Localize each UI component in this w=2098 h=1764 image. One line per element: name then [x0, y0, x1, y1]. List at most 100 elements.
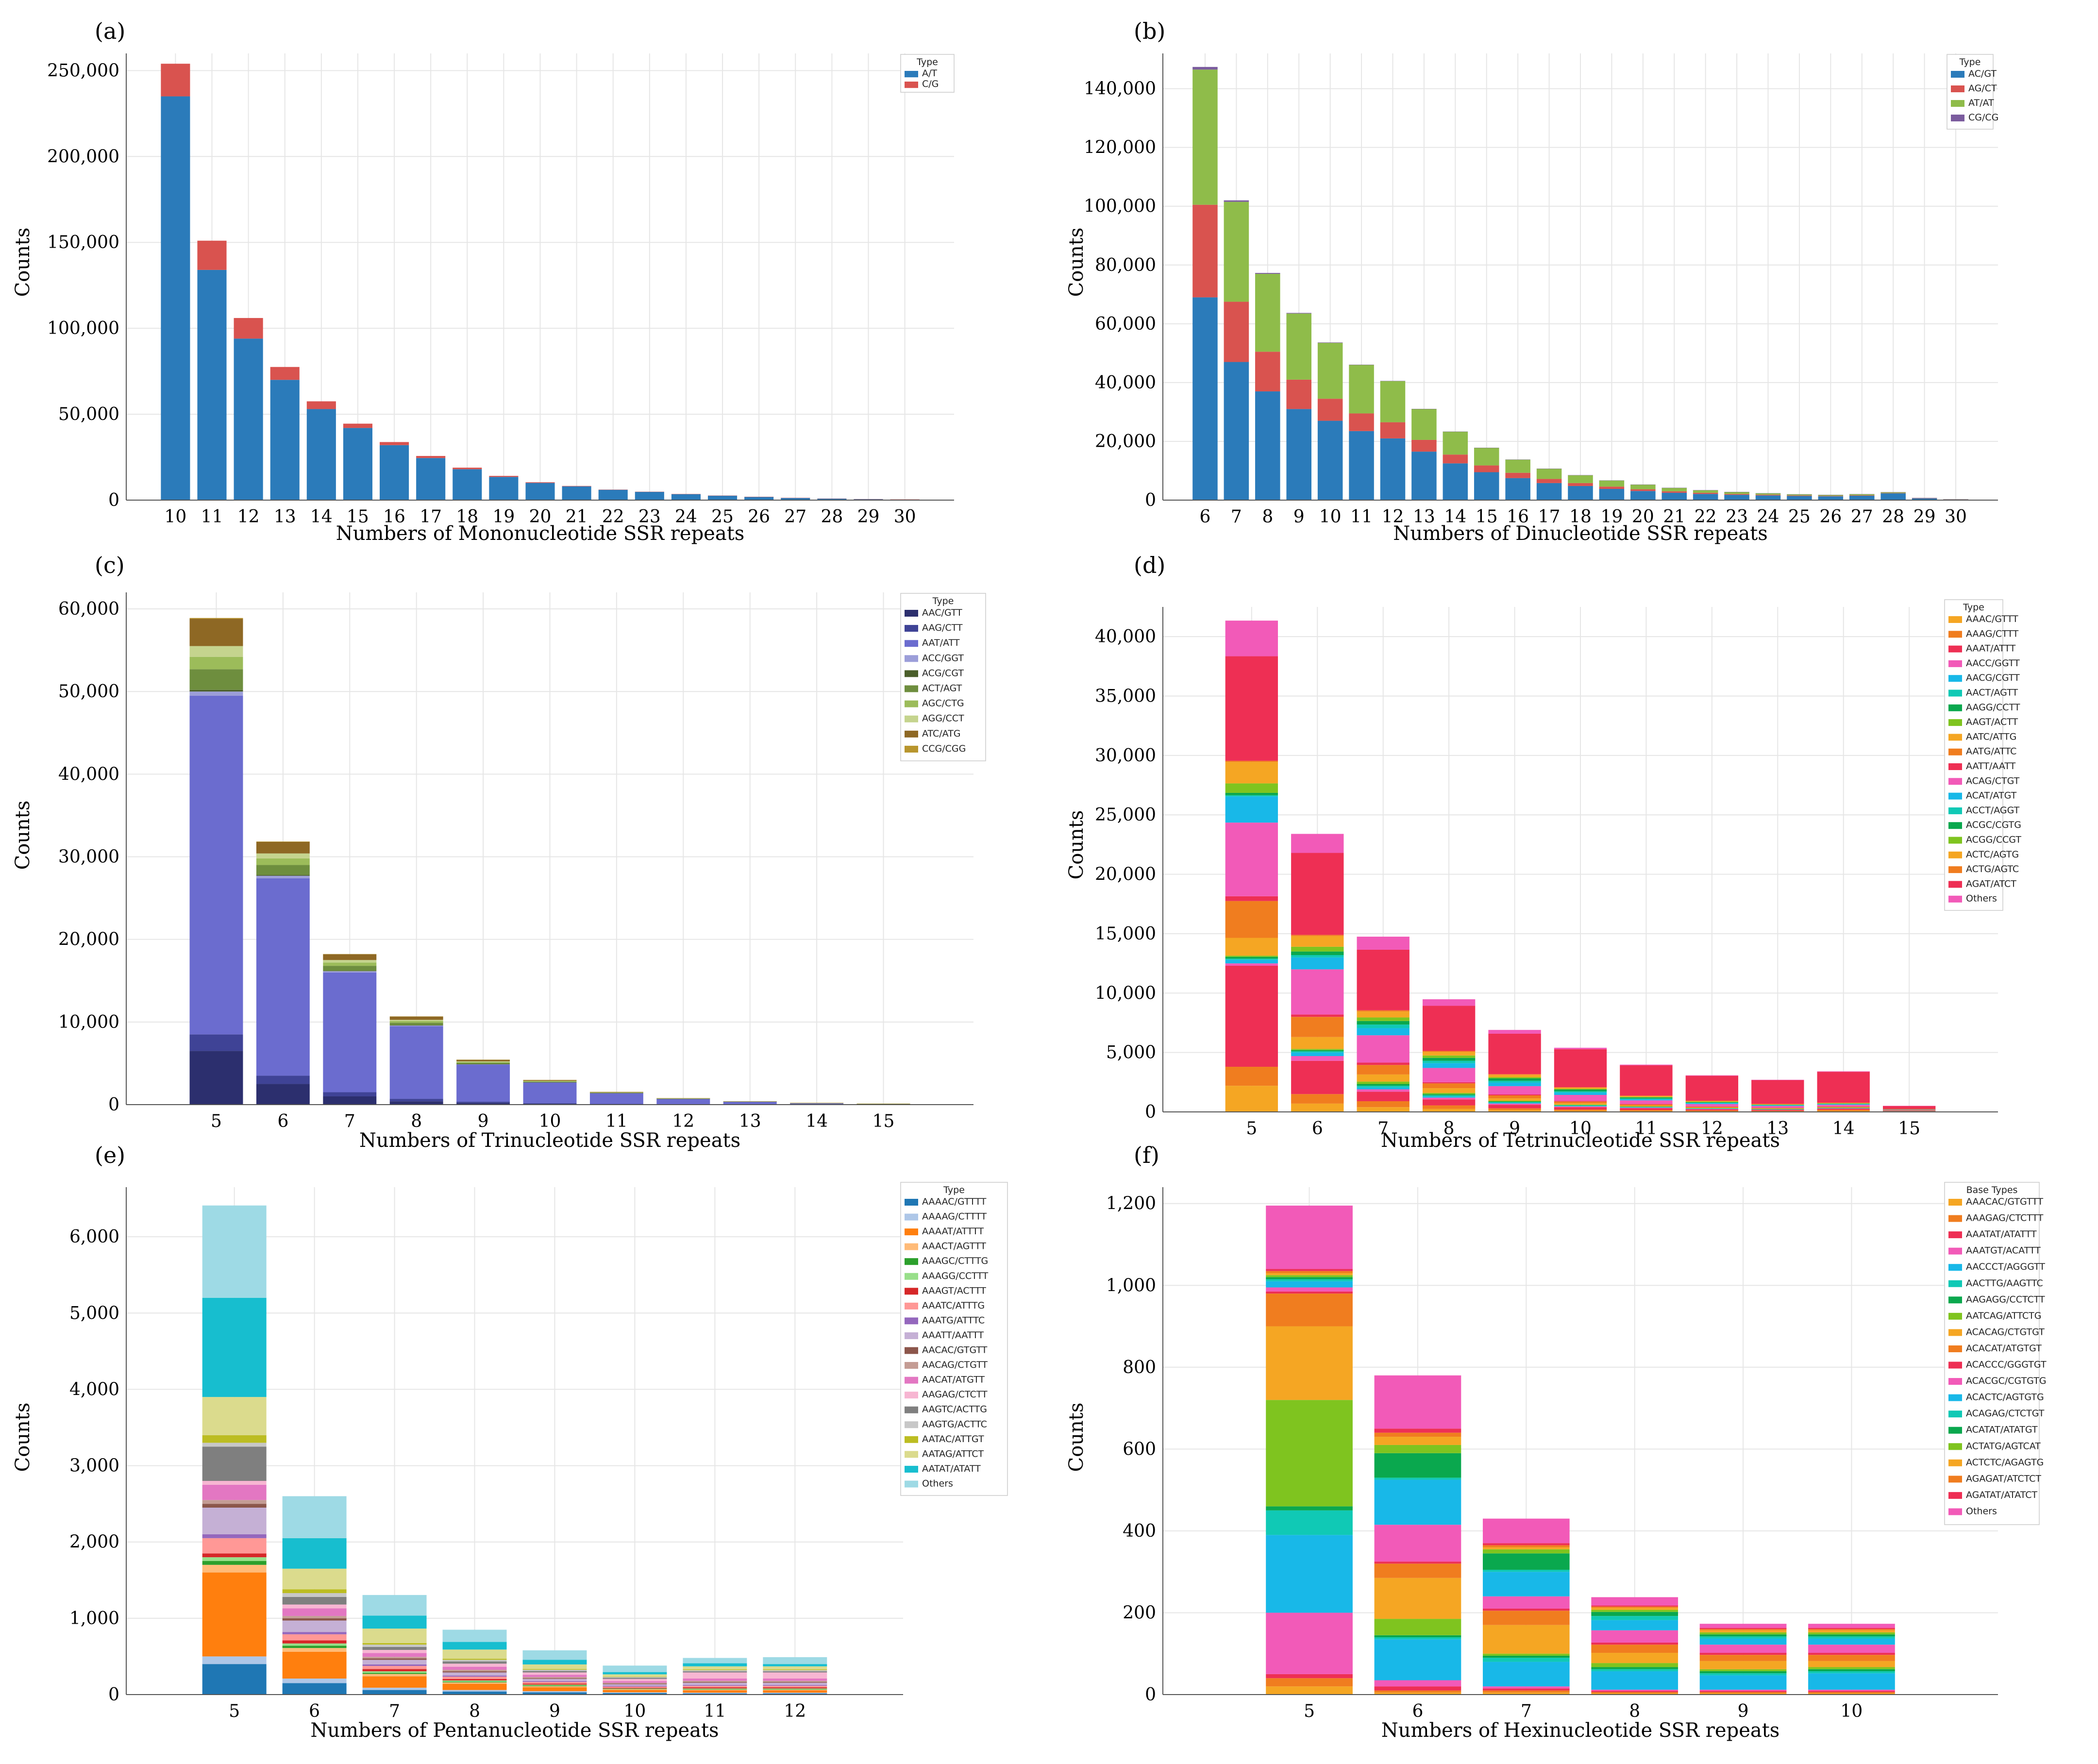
bar-segment [306, 401, 336, 409]
bar-segment [323, 954, 377, 955]
x-tick-label: 7 [389, 1701, 400, 1721]
bar-segment [282, 1618, 347, 1621]
bar-segment [1505, 459, 1530, 460]
bar-segment [1225, 956, 1278, 957]
bar-segment [1505, 472, 1530, 478]
bar-segment [1266, 1269, 1353, 1271]
legend-swatch [905, 745, 918, 753]
x-tick-label: 21 [1663, 507, 1685, 527]
x-tick-label: 15 [1898, 1119, 1920, 1139]
bar-segment [1357, 1062, 1410, 1065]
bar-segment [1225, 957, 1278, 959]
bar-segment [1817, 1108, 1870, 1109]
x-tick-label: 7 [1377, 1119, 1389, 1139]
legend-swatch [1948, 1296, 1962, 1304]
y-tick-label: 200,000 [47, 147, 119, 167]
bar-segment [1474, 472, 1499, 500]
bar-segment [1192, 204, 1218, 298]
bar-segment [1225, 621, 1278, 656]
bar-segment [456, 1062, 510, 1063]
bar-segment [1662, 491, 1687, 493]
bar-segment [598, 489, 628, 500]
bar-segment [708, 495, 738, 500]
legend-swatch [905, 685, 918, 692]
bar-segment [522, 1664, 587, 1669]
bar-segment [1488, 1078, 1541, 1081]
bar-segment [1422, 1055, 1476, 1058]
bar-segment [282, 1646, 347, 1648]
bar-segment [1699, 1630, 1787, 1632]
bar-segment [323, 972, 377, 1092]
bar-segment [1291, 1014, 1344, 1017]
bar-segment [1317, 420, 1343, 500]
bar-segment [1266, 1510, 1353, 1535]
legend-swatch [905, 1302, 918, 1310]
legend-swatch [1948, 1280, 1962, 1287]
bar-segment [683, 1663, 747, 1666]
y-tick-label: 1,000 [69, 1609, 119, 1629]
legend-swatch [1948, 1247, 1962, 1255]
bar-segment [1724, 494, 1749, 495]
bar-segment [1422, 1083, 1476, 1089]
bar-segment [1880, 492, 1906, 493]
bar-segment [1505, 459, 1530, 473]
x-tick-label: 8 [411, 1111, 422, 1131]
x-tick-label: 11 [1350, 507, 1373, 527]
bar-segment [1880, 493, 1906, 500]
bar-segment [1591, 1667, 1678, 1669]
y-axis-title: Counts [12, 1403, 34, 1472]
bar-segment [1882, 1109, 1936, 1110]
x-tick-label: 6 [277, 1111, 288, 1131]
x-tick-label: 10 [539, 1111, 561, 1131]
x-tick-label: 5 [1246, 1119, 1257, 1139]
bar-segment [603, 1665, 667, 1672]
bar-segment [197, 240, 227, 270]
bar-segment [1699, 1673, 1787, 1676]
bar-segment [1808, 1632, 1895, 1635]
x-tick-label: 29 [1913, 507, 1936, 527]
legend-swatch [1948, 866, 1962, 874]
bar-segment [1411, 452, 1437, 500]
bar-segment [1554, 1106, 1607, 1107]
bar-segment [380, 445, 409, 500]
bar-segment [1255, 273, 1280, 352]
bar-segment [1599, 480, 1625, 481]
bar-segment [522, 1687, 587, 1691]
bar-segment [1591, 1606, 1678, 1608]
legend-swatch [905, 1406, 918, 1413]
legend-label: AGATAT/ATATCT [1966, 1490, 2038, 1500]
bar-segment [1266, 1287, 1353, 1292]
bar-segment [1482, 1658, 1570, 1662]
legend-label: AACCCT/AGGGTT [1966, 1261, 2045, 1272]
legend-label: Others [1966, 893, 1997, 904]
bar-segment [1808, 1669, 1895, 1671]
x-tick-label: 15 [347, 507, 369, 527]
bar-segment [1591, 1663, 1678, 1667]
x-tick-label: 12 [237, 507, 260, 527]
bar-segment [282, 1568, 347, 1590]
legend-label: AG/CT [1968, 83, 1997, 94]
legend-label: ACACCC/GGGTGT [1966, 1360, 2047, 1370]
legend-label: AAAGT/ACTTT [922, 1285, 986, 1296]
bar-segment [323, 1092, 377, 1096]
x-tick-label: 10 [1319, 507, 1342, 527]
x-tick-label: 23 [1726, 507, 1748, 527]
bar-segment [1357, 1086, 1410, 1088]
bar-segment [683, 1670, 747, 1672]
bar-segment [389, 1099, 443, 1102]
bar-segment [362, 1629, 427, 1643]
bar-segment [1291, 955, 1344, 958]
bar-segment [380, 442, 409, 445]
bar-segment [1755, 495, 1781, 500]
bar-segment [1699, 1693, 1787, 1695]
bar-segment [1488, 1105, 1541, 1109]
x-tick-label: 8 [469, 1701, 480, 1721]
bar-segment [723, 1101, 777, 1102]
bar-segment [1225, 823, 1278, 896]
bar-segment [1882, 1110, 1936, 1111]
x-tick-label: 7 [1521, 1701, 1532, 1721]
bar-segment [1685, 1075, 1739, 1101]
bar-segment [1685, 1108, 1739, 1109]
legend-swatch [1948, 1394, 1962, 1401]
